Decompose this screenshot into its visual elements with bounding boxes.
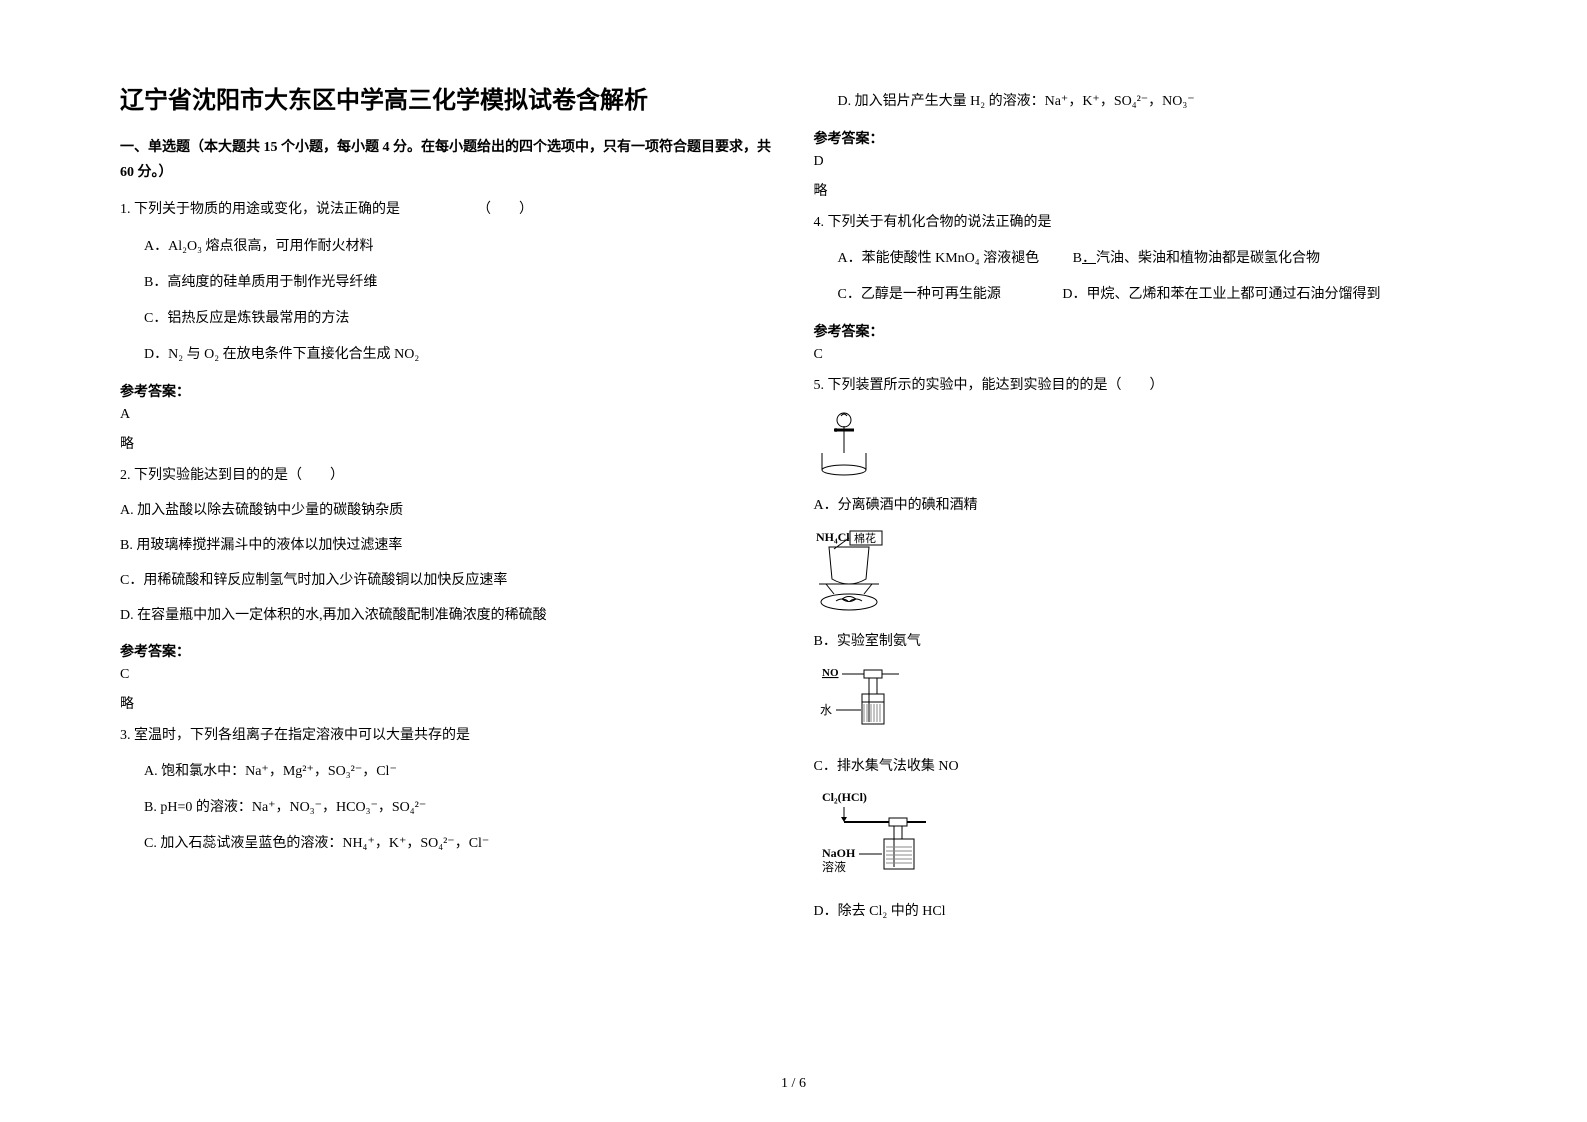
cotton-label: 棉花 bbox=[854, 531, 876, 545]
q3-ref-label: 参考答案： bbox=[814, 128, 1468, 148]
q4-option-b: B．B．汽油、柴油和植物油都是碳氢化合物汽油、柴油和植物油都是碳氢化合物 bbox=[1073, 251, 1320, 266]
section-header: 一、单选题（本大题共 15 个小题，每小题 4 分。在每小题给出的四个选项中，只… bbox=[120, 135, 774, 185]
q1-ref-label: 参考答案： bbox=[120, 381, 774, 401]
q5-option-c: C．排水集气法收集 NO bbox=[814, 754, 1468, 779]
q2-note: 略 bbox=[120, 693, 774, 713]
q2-answer: C bbox=[120, 667, 774, 683]
exam-title: 辽宁省沈阳市大东区中学高三化学模拟试卷含解析 bbox=[120, 80, 774, 115]
naoh-label-1: NaOH bbox=[822, 846, 856, 860]
q3-option-d: D. 加入铝片产生大量 H₂ 的溶液：Na⁺，K⁺，SO₄²⁻，NO₃⁻ bbox=[838, 88, 1468, 116]
naoh-label-2: 溶液 bbox=[822, 859, 846, 874]
q1-note: 略 bbox=[120, 433, 774, 453]
q5-option-d: D．除去 Cl₂ 中的 HCl bbox=[814, 899, 1468, 924]
q4-option-d: D．甲烷、乙烯和苯在工业上都可通过石油分馏得到 bbox=[1062, 287, 1380, 302]
q5-stem: 5. 下列装置所示的实验中，能达到实验目的的是（ ） bbox=[814, 373, 1468, 398]
q3-option-c: C. 加入石蕊试液呈蓝色的溶液：NH₄⁺，K⁺，SO₄²⁻，Cl⁻ bbox=[144, 830, 774, 858]
q3-stem: 3. 室温时，下列各组离子在指定溶液中可以大量共存的是 bbox=[120, 723, 774, 748]
q2-ref-label: 参考答案： bbox=[120, 641, 774, 661]
q2-option-a: A. 加入盐酸以除去硫酸钠中少量的碳酸钠杂质 bbox=[120, 498, 774, 523]
q3-option-a: A. 饱和氯水中：Na⁺，Mg²⁺，SO₃²⁻，Cl⁻ bbox=[144, 758, 774, 786]
cl2hcl-label: Cl₂(HCl) bbox=[822, 790, 867, 804]
q4-option-a: A．苯能使酸性 KMnO₄ 溶液褪色 bbox=[838, 251, 1040, 266]
page-number: 1 / 6 bbox=[781, 1076, 806, 1092]
q1-option-c: C．铝热反应是炼铁最常用的方法 bbox=[144, 305, 774, 333]
q4-ref-label: 参考答案： bbox=[814, 321, 1468, 341]
water-label: 水 bbox=[820, 703, 832, 717]
q2-option-d: D. 在容量瓶中加入一定体积的水,再加入浓硫酸配制准确浓度的稀硫酸 bbox=[120, 603, 774, 628]
q4-option-c: C．乙醇是一种可再生能源 bbox=[838, 287, 1001, 302]
no-label: NO bbox=[822, 667, 839, 679]
q5-figure-d: Cl₂(HCl) NaOH 溶液 bbox=[814, 789, 1468, 889]
q1-answer: A bbox=[120, 407, 774, 423]
q1-option-d: D．N₂ 与 O₂ 在放电条件下直接化合生成 NO₂ bbox=[144, 341, 774, 369]
q4-answer: C bbox=[814, 347, 1468, 363]
q5-figure-c: NO 水 bbox=[814, 664, 1468, 744]
q2-option-b: B. 用玻璃棒搅拌漏斗中的液体以加快过滤速率 bbox=[120, 533, 774, 558]
q3-option-b: B. pH=0 的溶液：Na⁺，NO₃⁻，HCO₃⁻，SO₄²⁻ bbox=[144, 794, 774, 822]
q3-note: 略 bbox=[814, 180, 1468, 200]
right-column: D. 加入铝片产生大量 H₂ 的溶液：Na⁺，K⁺，SO₄²⁻，NO₃⁻ 参考答… bbox=[794, 80, 1488, 1092]
q5-option-a: A．分离碘酒中的碘和酒精 bbox=[814, 493, 1468, 518]
q2-stem: 2. 下列实验能达到目的的是（ ） bbox=[120, 463, 774, 488]
q1-option-b: B．高纯度的硅单质用于制作光导纤维 bbox=[144, 269, 774, 297]
nh4cl-label: NH₄Cl bbox=[816, 530, 850, 544]
q4-options-row1: A．苯能使酸性 KMnO₄ 溶液褪色 B．B．汽油、柴油和植物油都是碳氢化合物汽… bbox=[838, 245, 1468, 273]
q3-answer: D bbox=[814, 154, 1468, 170]
q1-option-a: A．Al₂O₃ 熔点很高，可用作耐火材料 bbox=[144, 233, 774, 261]
q5-figure-a bbox=[814, 408, 1468, 483]
left-column: 辽宁省沈阳市大东区中学高三化学模拟试卷含解析 一、单选题（本大题共 15 个小题… bbox=[100, 80, 794, 1092]
q5-figure-b: NH₄Cl 棉花 bbox=[814, 529, 1468, 619]
q1-stem: 1. 下列关于物质的用途或变化，说法正确的是 （ ） bbox=[120, 197, 774, 222]
q2-option-c: C．用稀硫酸和锌反应制氢气时加入少许硫酸铜以加快反应速率 bbox=[120, 568, 774, 593]
page-container: 辽宁省沈阳市大东区中学高三化学模拟试卷含解析 一、单选题（本大题共 15 个小题… bbox=[0, 0, 1587, 1122]
q5-option-b: B．实验室制氨气 bbox=[814, 629, 1468, 654]
q4-stem: 4. 下列关于有机化合物的说法正确的是 bbox=[814, 210, 1468, 235]
q4-options-row2: C．乙醇是一种可再生能源 D．甲烷、乙烯和苯在工业上都可通过石油分馏得到 bbox=[838, 281, 1468, 309]
